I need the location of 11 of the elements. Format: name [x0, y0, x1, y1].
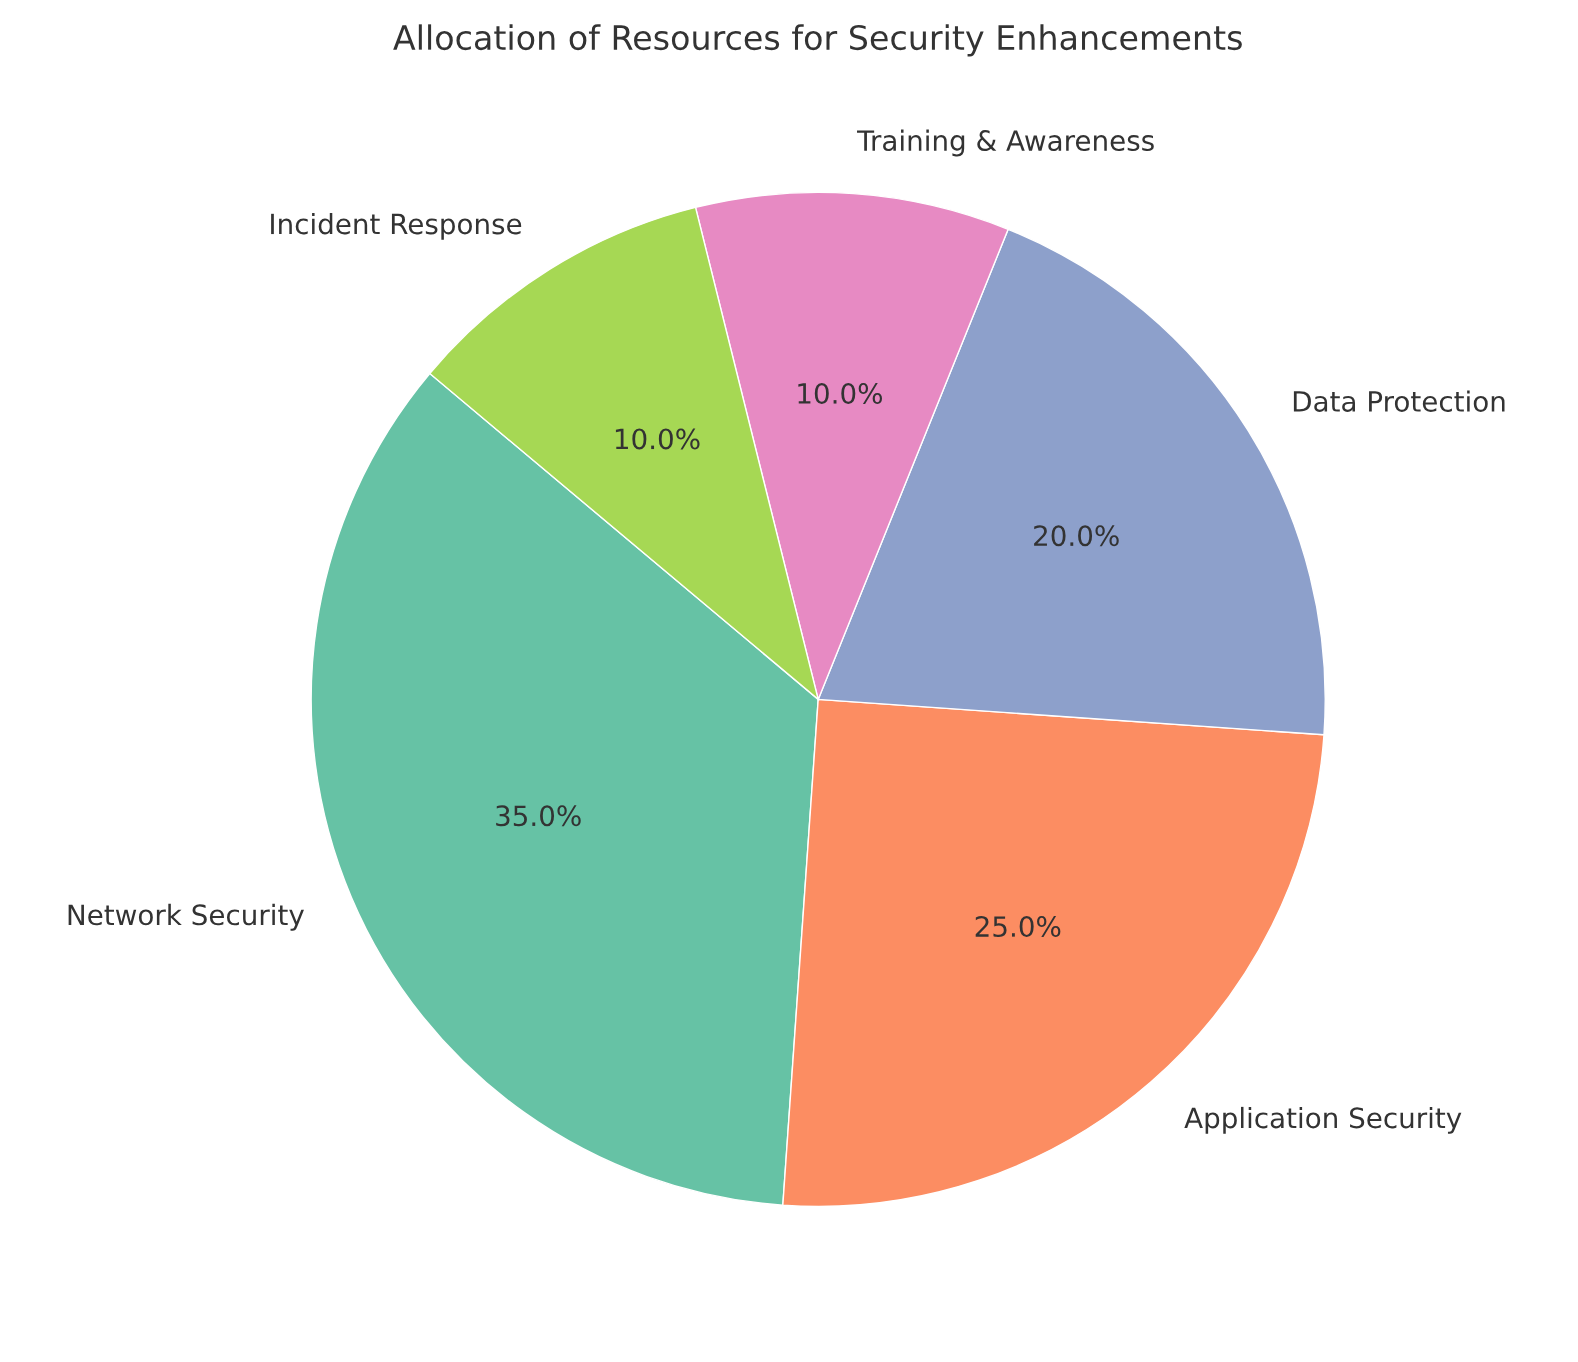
chart-title: Allocation of Resources for Security Enhancements [393, 24, 1242, 57]
slice-label: Network Security [68, 903, 304, 931]
data-label: 10.0% [798, 382, 882, 404]
slice-label: Application Security [1184, 1106, 1462, 1134]
slice-label: Training & Awareness [857, 129, 1154, 157]
slice-label: Data Protection [1293, 390, 1505, 412]
slice-label: Incident Response [271, 212, 522, 240]
data-label: 10.0% [615, 428, 700, 450]
data-label: 25.0% [975, 916, 1061, 938]
data-label: 20.0% [1034, 525, 1119, 547]
data-label: 35.0% [496, 805, 581, 827]
